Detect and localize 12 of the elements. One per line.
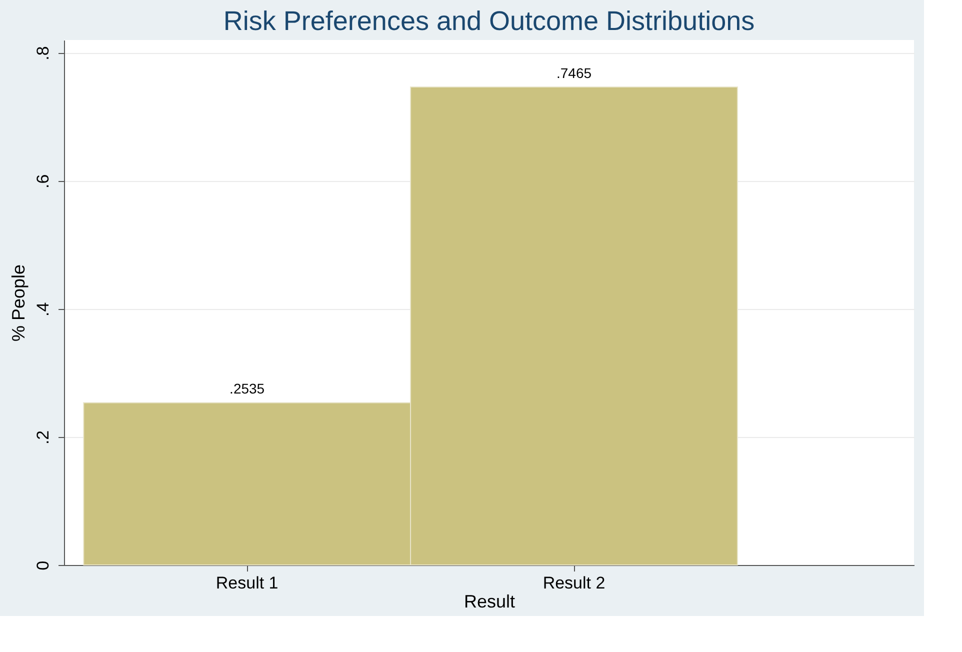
y-tick-label: .2 — [34, 430, 52, 445]
x-axis-title: Result — [464, 592, 516, 612]
data-label: .7465 — [556, 65, 592, 82]
data-label: .2535 — [230, 380, 265, 397]
y-axis-title: % People — [8, 264, 28, 342]
x-tick-label: Result 2 — [542, 574, 606, 592]
y-tick-label: .8 — [34, 46, 52, 60]
y-tick-label: .4 — [34, 302, 52, 316]
chart-title: Risk Preferences and Outcome Distributions — [223, 6, 755, 36]
x-tick-label: Result 1 — [216, 574, 278, 592]
y-tick-label: 0 — [34, 560, 52, 570]
y-tick-label: .6 — [34, 174, 52, 188]
